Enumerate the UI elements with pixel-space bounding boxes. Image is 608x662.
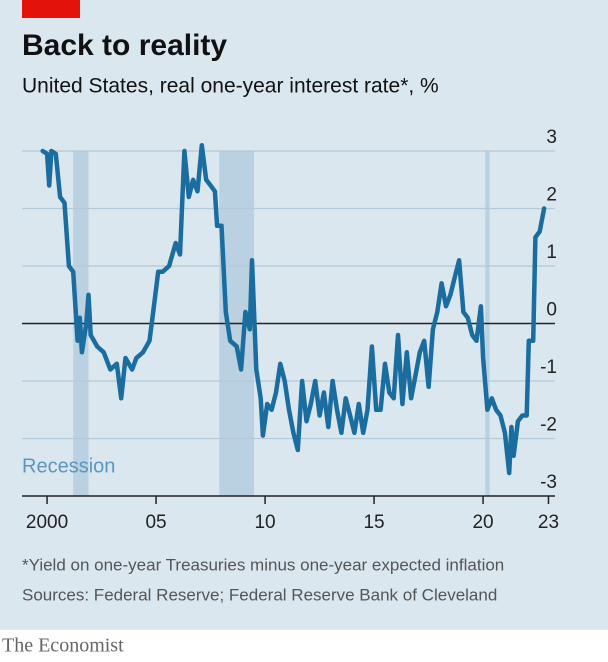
- y-tick-label: -3: [540, 472, 557, 493]
- chart-title: Back to reality: [22, 29, 227, 62]
- brand-flag: [22, 0, 80, 18]
- brand: The Economist: [2, 635, 124, 657]
- y-tick-label: 0: [546, 300, 557, 321]
- x-tick-label: 23: [538, 512, 559, 533]
- y-tick-label: 1: [546, 242, 557, 263]
- data-line: [40, 143, 547, 476]
- y-tick-label: 2: [546, 185, 557, 206]
- x-tick-label: 10: [254, 512, 275, 533]
- x-tick-label: 20: [472, 512, 493, 533]
- y-tick-label: -1: [540, 357, 557, 378]
- recession-label: Recession: [22, 455, 115, 477]
- chart-subtitle: United States, real one-year interest ra…: [22, 75, 439, 98]
- x-tick-label: 05: [145, 512, 166, 533]
- y-tick-label: 3: [546, 127, 557, 148]
- background: [0, 0, 608, 630]
- source: Sources: Federal Reserve; Federal Reserv…: [22, 585, 497, 604]
- y-tick-label: -2: [540, 415, 557, 436]
- x-tick-label: 2000: [26, 512, 68, 533]
- footnote: *Yield on one-year Treasuries minus one-…: [22, 555, 504, 574]
- x-tick-label: 15: [363, 512, 384, 533]
